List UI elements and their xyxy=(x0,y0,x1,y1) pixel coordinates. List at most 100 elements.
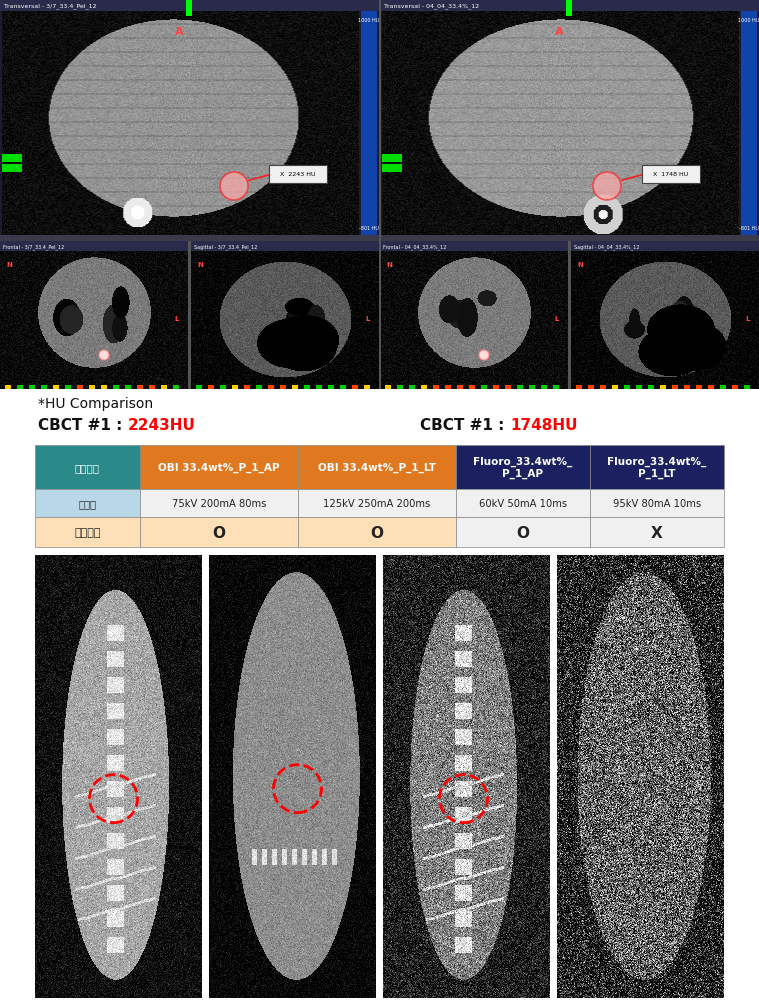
Bar xyxy=(316,385,322,389)
Text: 1000 HU: 1000 HU xyxy=(739,17,759,22)
Text: A: A xyxy=(175,27,184,37)
Text: CBCT #1 :: CBCT #1 : xyxy=(38,418,128,433)
Bar xyxy=(445,385,451,389)
Bar xyxy=(720,385,726,389)
Bar xyxy=(113,385,119,389)
Text: -801 HU: -801 HU xyxy=(739,226,759,231)
Bar xyxy=(382,164,402,173)
Bar xyxy=(101,385,107,389)
Bar xyxy=(660,385,666,389)
Bar xyxy=(77,385,83,389)
Bar xyxy=(149,385,155,389)
Bar xyxy=(65,385,71,389)
Bar xyxy=(385,385,391,389)
Bar xyxy=(744,385,750,389)
Text: Sagittal - 3/7_33.4_Pel_12: Sagittal - 3/7_33.4_Pel_12 xyxy=(194,244,257,250)
Bar xyxy=(568,242,571,389)
Text: X: X xyxy=(651,525,663,540)
Text: 95kV 80mA 10ms: 95kV 80mA 10ms xyxy=(613,498,701,509)
Bar xyxy=(380,242,568,252)
Text: N: N xyxy=(386,262,392,268)
Bar xyxy=(191,242,379,252)
Text: Fluoro_33.4wt%_
P_1_AP: Fluoro_33.4wt%_ P_1_AP xyxy=(473,456,572,478)
Text: 1748HU: 1748HU xyxy=(510,418,578,433)
Circle shape xyxy=(220,173,248,201)
Bar xyxy=(364,385,370,389)
Circle shape xyxy=(479,351,489,361)
Text: CBCT #1 :: CBCT #1 : xyxy=(420,418,509,433)
Bar xyxy=(382,154,402,162)
Text: L: L xyxy=(174,316,178,322)
Text: X  2243 HU: X 2243 HU xyxy=(280,173,316,178)
FancyArrowPatch shape xyxy=(622,176,642,182)
Text: Transversal - 3/7_33.4_Pel_12: Transversal - 3/7_33.4_Pel_12 xyxy=(4,3,96,9)
Bar xyxy=(624,385,630,389)
Bar xyxy=(557,556,724,998)
Bar xyxy=(469,385,475,389)
Text: OBI 33.4wt%_P_1_AP: OBI 33.4wt%_P_1_AP xyxy=(158,462,279,472)
Bar xyxy=(481,385,487,389)
Circle shape xyxy=(99,351,109,361)
Bar xyxy=(41,385,47,389)
Bar xyxy=(186,0,192,17)
Text: Fluoro_33.4wt%_
P_1_LT: Fluoro_33.4wt%_ P_1_LT xyxy=(607,456,707,478)
Bar xyxy=(29,385,35,389)
Bar xyxy=(340,385,346,389)
Bar xyxy=(590,445,724,489)
Bar xyxy=(35,556,202,998)
Bar xyxy=(298,489,455,518)
Bar xyxy=(173,385,179,389)
Bar xyxy=(672,385,678,389)
Bar xyxy=(457,385,463,389)
Bar xyxy=(35,445,140,489)
Bar xyxy=(380,0,759,12)
FancyBboxPatch shape xyxy=(269,165,327,184)
Bar xyxy=(571,242,759,252)
Bar xyxy=(600,385,606,389)
Bar xyxy=(741,12,757,236)
Text: *HU Comparison: *HU Comparison xyxy=(38,396,153,410)
Bar xyxy=(0,236,759,242)
Bar xyxy=(409,385,415,389)
Bar xyxy=(298,518,455,548)
Bar xyxy=(244,385,250,389)
FancyArrowPatch shape xyxy=(249,176,269,182)
Bar xyxy=(383,556,550,998)
Bar xyxy=(529,385,535,389)
Text: A: A xyxy=(555,27,563,37)
Bar xyxy=(612,385,618,389)
Circle shape xyxy=(593,173,621,201)
Bar xyxy=(0,0,379,389)
Text: N: N xyxy=(6,262,12,268)
Bar xyxy=(455,445,590,489)
Bar xyxy=(125,385,131,389)
Bar xyxy=(220,385,226,389)
Text: OBI 33.4wt%_P_1_LT: OBI 33.4wt%_P_1_LT xyxy=(318,462,436,472)
Bar xyxy=(380,0,759,389)
Bar xyxy=(0,242,188,252)
Bar xyxy=(517,385,523,389)
Bar xyxy=(541,385,547,389)
Bar xyxy=(566,0,572,17)
Text: O: O xyxy=(213,525,225,540)
Bar xyxy=(298,445,455,489)
Bar xyxy=(2,164,22,173)
Text: 60kV 50mA 10ms: 60kV 50mA 10ms xyxy=(479,498,567,509)
Bar xyxy=(421,385,427,389)
Text: 1000 HU: 1000 HU xyxy=(358,17,380,22)
Text: X  1748 HU: X 1748 HU xyxy=(653,173,688,178)
FancyBboxPatch shape xyxy=(642,165,700,184)
Text: 125kV 250mA 200ms: 125kV 250mA 200ms xyxy=(323,498,430,509)
Text: O: O xyxy=(370,525,383,540)
Bar xyxy=(137,385,143,389)
Bar xyxy=(588,385,594,389)
Text: N: N xyxy=(577,262,583,268)
Bar xyxy=(35,518,140,548)
Text: Frontal - 04_04_33.4%_12: Frontal - 04_04_33.4%_12 xyxy=(383,244,446,250)
Text: N: N xyxy=(197,262,203,268)
Bar xyxy=(505,385,511,389)
Bar xyxy=(648,385,654,389)
Bar xyxy=(379,0,381,389)
Bar xyxy=(352,385,358,389)
Bar xyxy=(140,445,298,489)
